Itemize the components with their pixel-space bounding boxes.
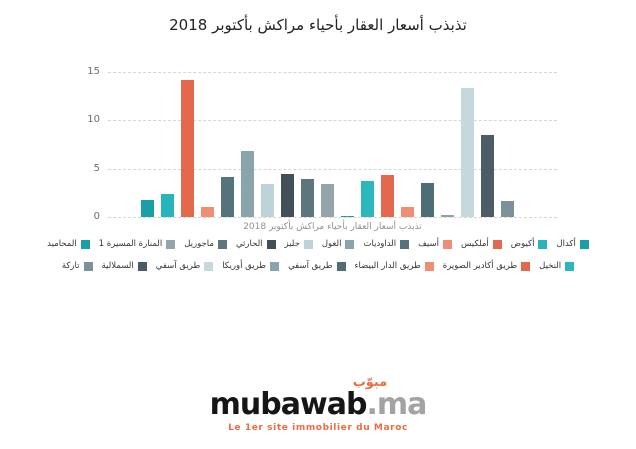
gridline	[108, 72, 557, 73]
bar-الغول[interactable]	[241, 151, 254, 217]
chart-title: تذبذب أسعار العقار بأحياء مراكش بأكتوبر …	[169, 16, 467, 34]
logo-tagline: Le 1er site immobilier du Maroc	[228, 423, 408, 433]
legend-swatch	[336, 261, 346, 271]
legend-item[interactable]: السملالية	[102, 261, 147, 271]
legend-label: طريق آسفي	[288, 261, 333, 271]
gridline	[108, 217, 557, 218]
legend-label: طريق أوريكا	[222, 261, 267, 271]
legend-item[interactable]: تاركة	[62, 261, 93, 271]
legend-swatch	[400, 239, 410, 249]
bars-group	[141, 79, 514, 217]
bar-جليز[interactable]	[261, 184, 274, 217]
legend-swatch	[266, 239, 276, 249]
y-axis-tick-label: 10	[87, 114, 100, 126]
logo-wordmark: mubawab.ma	[0, 389, 636, 421]
bar-الحارثي[interactable]	[281, 173, 294, 217]
legend-swatch	[270, 261, 280, 271]
legend-item[interactable]: جليز	[285, 239, 313, 249]
bar-أكيوض[interactable]	[161, 193, 174, 217]
bar-ماجوريل[interactable]	[301, 179, 314, 217]
legend-label: المحاميد	[47, 239, 77, 249]
gridline	[108, 168, 557, 170]
legend-swatch	[204, 261, 214, 271]
plot-area	[108, 72, 557, 218]
bar-الداوديات[interactable]	[221, 177, 234, 217]
legend-item[interactable]: طريق الدار البيضاء	[355, 261, 434, 271]
legend-label: الحارثي	[235, 239, 263, 249]
legend-swatch	[579, 239, 589, 249]
bar-طريق أوريكا[interactable]	[441, 214, 454, 217]
legend-item[interactable]: الغول	[322, 239, 355, 249]
legend-swatch	[303, 239, 313, 249]
legend-label: السملالية	[101, 261, 134, 271]
legend-swatch	[538, 239, 548, 249]
logo-tld: .ma	[366, 387, 427, 422]
legend-label: أسيف	[418, 239, 439, 249]
y-axis-tick-label: 5	[93, 162, 100, 174]
bar-أسيف[interactable]	[201, 207, 214, 217]
bar-المحاميد[interactable]	[341, 215, 354, 217]
legend-item[interactable]: طريق آسفي	[288, 261, 346, 271]
legend-item[interactable]: الداوديات	[363, 239, 410, 249]
x-axis-label: تذبذب أسعار العقار بأحياء مراكش بأكتوبر …	[243, 222, 422, 232]
bar-طريق آسفي[interactable]	[461, 88, 474, 217]
y-axis-tick-label: 15	[87, 66, 100, 77]
legend-label: الداوديات	[363, 239, 397, 249]
legend-swatch	[80, 239, 90, 249]
bar-تاركة[interactable]	[501, 200, 514, 217]
bar-طريق آسفي[interactable]	[421, 183, 434, 217]
legend-label: أكيوض	[510, 239, 535, 249]
legend-label: طريق أكادير الصويرة	[442, 261, 518, 271]
bar-السملالية[interactable]	[481, 134, 494, 217]
legend-swatch	[565, 261, 575, 271]
bar-طريق أكادير الصويرة[interactable]	[381, 175, 394, 217]
legend-label: طريق الدار البيضاء	[354, 261, 421, 271]
legend-item[interactable]: أكيوض	[511, 239, 548, 249]
legend-swatch	[217, 239, 227, 249]
legend-item[interactable]: طريق آسفي	[155, 261, 214, 271]
bar-طريق الدار البيضاء[interactable]	[401, 207, 414, 217]
gridline	[108, 120, 557, 122]
legend-row-1: المحاميد المنارة المسيرة 1 ماجوريل الحارثي ج…	[0, 239, 636, 249]
legend-label: جليز	[284, 239, 300, 249]
legend-row-2: تاركة السملالية طريق آسفي طريق أوريكا طريق آ…	[0, 261, 636, 271]
legend-swatch	[492, 239, 502, 249]
logo-wordmark-text: mubawab	[209, 387, 368, 422]
legend-swatch	[137, 261, 147, 271]
legend-item[interactable]: أسيف	[418, 239, 452, 249]
legend-swatch	[424, 261, 434, 271]
legend-label: ماجوريل	[184, 239, 214, 249]
legend-swatch	[345, 239, 355, 249]
legend-label: الغول	[321, 239, 342, 249]
legend-item[interactable]: طريق أوريكا	[222, 261, 280, 271]
legend-item[interactable]: النخيل	[539, 261, 575, 271]
legend-swatch	[521, 261, 531, 271]
legend-item[interactable]: المحاميد	[47, 239, 90, 249]
legend-label: النخيل	[539, 261, 562, 271]
bar-المنارة المسيرة 1[interactable]	[321, 184, 334, 217]
legend-item[interactable]: أكدال	[556, 239, 589, 249]
bar-النخيل[interactable]	[361, 181, 374, 217]
legend-swatch	[166, 239, 176, 249]
legend-label: المنارة المسيرة 1	[98, 239, 163, 249]
legend-label: تاركة	[61, 261, 80, 271]
y-axis-tick-label: 0	[93, 211, 100, 222]
legend-item[interactable]: الحارثي	[236, 239, 276, 249]
legend-swatch	[442, 239, 452, 249]
legend-item[interactable]: طريق أكادير الصويرة	[442, 261, 531, 271]
legend-item[interactable]: المنارة المسيرة 1	[99, 239, 176, 249]
logo-arabic-mark: مبوّب	[352, 375, 388, 390]
legend-label: أكدال	[556, 239, 576, 249]
mubawab-logo: مبوّب mubawab.ma Le 1er site immobilier …	[0, 376, 636, 433]
legend-swatch	[83, 261, 93, 271]
legend-label: أملكيس	[460, 239, 489, 249]
legend-label: طريق آسفي	[155, 261, 201, 271]
bar-أملكيس[interactable]	[181, 79, 194, 217]
bar-أكدال[interactable]	[141, 199, 154, 217]
legend-item[interactable]: أملكيس	[461, 239, 502, 249]
legend-item[interactable]: ماجوريل	[184, 239, 227, 249]
